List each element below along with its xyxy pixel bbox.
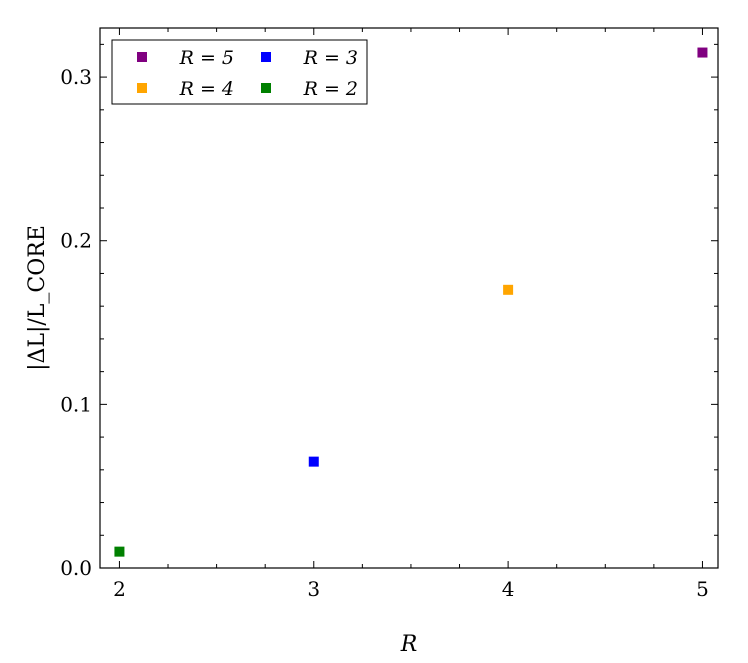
legend-label: R = 3 [303,47,358,69]
ticks-layer: 2 3 4 5 0.0 0.1 0.2 0.3 [60,28,718,601]
x-tick-label: 4 [502,577,515,601]
y-axis-label: |ΔL|/L_CORE [25,225,50,371]
x-axis-label: R [400,632,418,657]
x-tick-label: 2 [113,577,126,601]
data-point-r4 [503,284,514,295]
x-tick-label: 3 [307,577,320,601]
legend-box [111,39,368,105]
data-point-r3 [308,456,319,467]
data-point-r5 [697,47,708,58]
y-tick-label: 0.2 [60,229,92,253]
legend: R = 5 R = 3 R = 4 R = 2 [111,39,368,105]
legend-marker [137,52,147,62]
y-tick-label: 0.3 [60,65,92,89]
y-tick-label: 0.1 [60,392,92,416]
points-layer [114,47,708,557]
legend-label: R = 5 [179,47,234,69]
legend-marker [261,83,271,93]
x-tick-label: 5 [696,577,709,601]
legend-label: R = 4 [179,78,234,100]
plot-frame [99,27,719,569]
data-point-r2 [114,546,125,557]
legend-marker [261,52,271,62]
y-tick-label: 0.0 [60,556,92,580]
legend-label: R = 2 [303,78,358,100]
legend-marker [137,83,147,93]
